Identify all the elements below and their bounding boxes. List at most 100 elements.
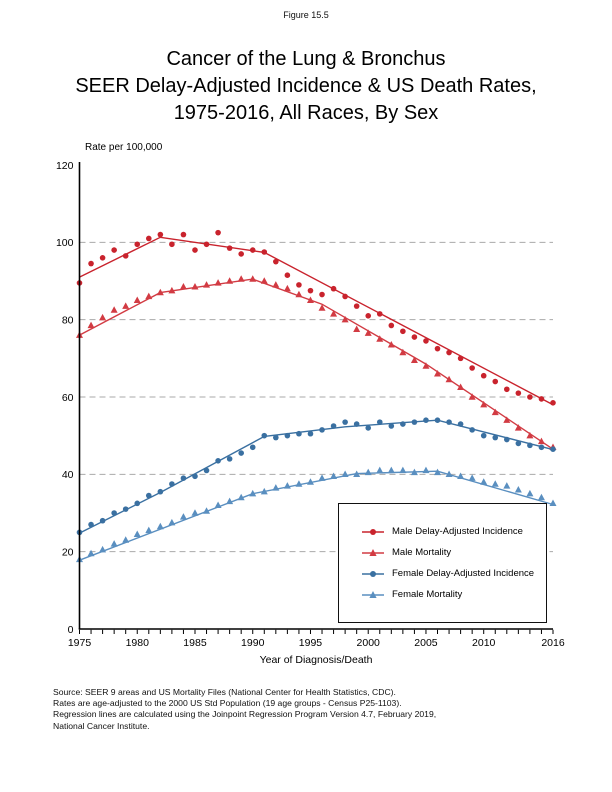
y-tick-label: 100	[56, 237, 74, 249]
data-point-triangle	[318, 474, 326, 481]
data-point-circle	[296, 430, 302, 437]
data-point-circle	[492, 378, 499, 385]
data-point-circle	[411, 334, 418, 340]
legend-item-4: Female Mortality	[361, 589, 546, 601]
data-point-circle	[180, 475, 187, 482]
source-note-line-2: Rates are age-adjusted to the 2000 US St…	[53, 698, 402, 709]
x-tick-label: 2010	[472, 637, 496, 649]
data-point-circle	[515, 390, 522, 396]
data-point-circle	[538, 396, 545, 402]
data-point-triangle	[283, 482, 291, 489]
data-point-triangle	[526, 431, 534, 439]
y-axis-title: Rate per 100,000	[85, 142, 163, 153]
data-point-triangle	[214, 501, 222, 508]
data-point-triangle	[491, 480, 499, 487]
data-point-triangle	[549, 499, 557, 507]
data-point-circle	[480, 432, 487, 439]
data-point-triangle	[203, 507, 211, 514]
data-point-circle	[157, 488, 164, 495]
data-point-circle	[388, 423, 395, 429]
legend-label: Male Delay-Adjusted Incidence	[392, 526, 523, 537]
legend-item-1: Male Delay-Adjusted Incidence	[361, 526, 546, 538]
data-point-triangle	[480, 400, 488, 408]
data-point-triangle	[87, 549, 95, 557]
data-point-triangle	[306, 478, 314, 485]
y-tick-label: 60	[62, 392, 74, 404]
data-point-triangle	[156, 522, 164, 530]
data-point-circle	[273, 434, 279, 441]
data-point-circle	[169, 481, 175, 487]
data-point-triangle	[341, 315, 349, 323]
data-point-circle	[469, 365, 475, 371]
legend-item-3: Female Delay-Adjusted Incidence	[361, 568, 546, 580]
data-point-triangle	[110, 540, 118, 547]
x-tick-label: 1995	[299, 637, 323, 649]
data-point-triangle	[434, 370, 442, 377]
data-point-circle	[480, 372, 487, 379]
data-point-circle	[504, 436, 510, 443]
data-point-triangle	[179, 513, 187, 520]
data-point-circle	[238, 450, 244, 456]
triangle-marker-icon	[362, 590, 384, 598]
data-point-circle	[423, 338, 429, 344]
data-point-triangle	[214, 279, 222, 286]
data-point-circle	[88, 521, 94, 528]
data-point-triangle	[387, 341, 395, 348]
data-point-triangle	[272, 281, 280, 288]
source-note-line-3: Regression lines are calculated using th…	[53, 709, 437, 720]
data-point-circle	[273, 258, 279, 265]
data-point-circle	[411, 419, 418, 425]
data-point-triangle	[468, 474, 476, 481]
data-point-circle	[99, 517, 106, 524]
data-point-circle	[469, 427, 475, 433]
data-point-triangle	[410, 356, 418, 363]
data-point-circle	[192, 473, 198, 480]
y-tick-label: 20	[62, 546, 74, 558]
data-point-circle	[434, 345, 441, 352]
data-point-circle	[180, 231, 187, 238]
data-point-triangle	[226, 497, 234, 505]
data-point-circle	[388, 322, 395, 329]
data-point-triangle	[87, 321, 95, 329]
data-point-triangle	[306, 296, 314, 304]
data-point-circle	[111, 510, 117, 516]
data-point-triangle	[353, 470, 361, 478]
data-point-circle	[342, 293, 348, 300]
data-point-circle	[296, 282, 302, 288]
y-tick-label: 80	[62, 314, 74, 326]
data-point-circle	[527, 394, 533, 400]
data-point-triangle	[445, 470, 453, 478]
data-point-triangle	[445, 375, 453, 383]
data-point-triangle	[295, 290, 303, 298]
data-point-triangle	[330, 310, 338, 317]
data-point-circle	[145, 492, 152, 499]
data-point-triangle	[203, 281, 211, 288]
data-point-triangle	[387, 466, 395, 474]
data-point-circle	[215, 458, 221, 464]
data-point-triangle	[353, 325, 361, 333]
data-point-triangle	[99, 313, 107, 321]
data-point-circle	[226, 456, 233, 462]
data-point-triangle	[457, 472, 465, 479]
data-point-triangle	[237, 493, 245, 501]
data-point-circle	[169, 241, 175, 248]
y-tick-label: 0	[68, 624, 74, 636]
data-point-circle	[99, 254, 106, 261]
data-point-circle	[249, 444, 256, 451]
data-point-triangle	[99, 545, 107, 553]
data-point-circle	[342, 419, 348, 425]
x-tick-label: 2000	[357, 637, 381, 649]
data-point-triangle	[226, 277, 234, 284]
data-point-triangle	[122, 302, 130, 309]
data-point-triangle	[133, 530, 141, 537]
data-point-triangle	[110, 306, 118, 313]
data-point-triangle	[537, 493, 545, 501]
data-point-triangle	[272, 484, 280, 491]
x-tick-label: 2005	[414, 637, 438, 649]
data-point-circle	[434, 417, 441, 424]
data-point-circle	[538, 444, 545, 451]
data-point-circle	[515, 440, 522, 447]
data-point-circle	[504, 386, 510, 393]
data-point-triangle	[376, 466, 384, 474]
